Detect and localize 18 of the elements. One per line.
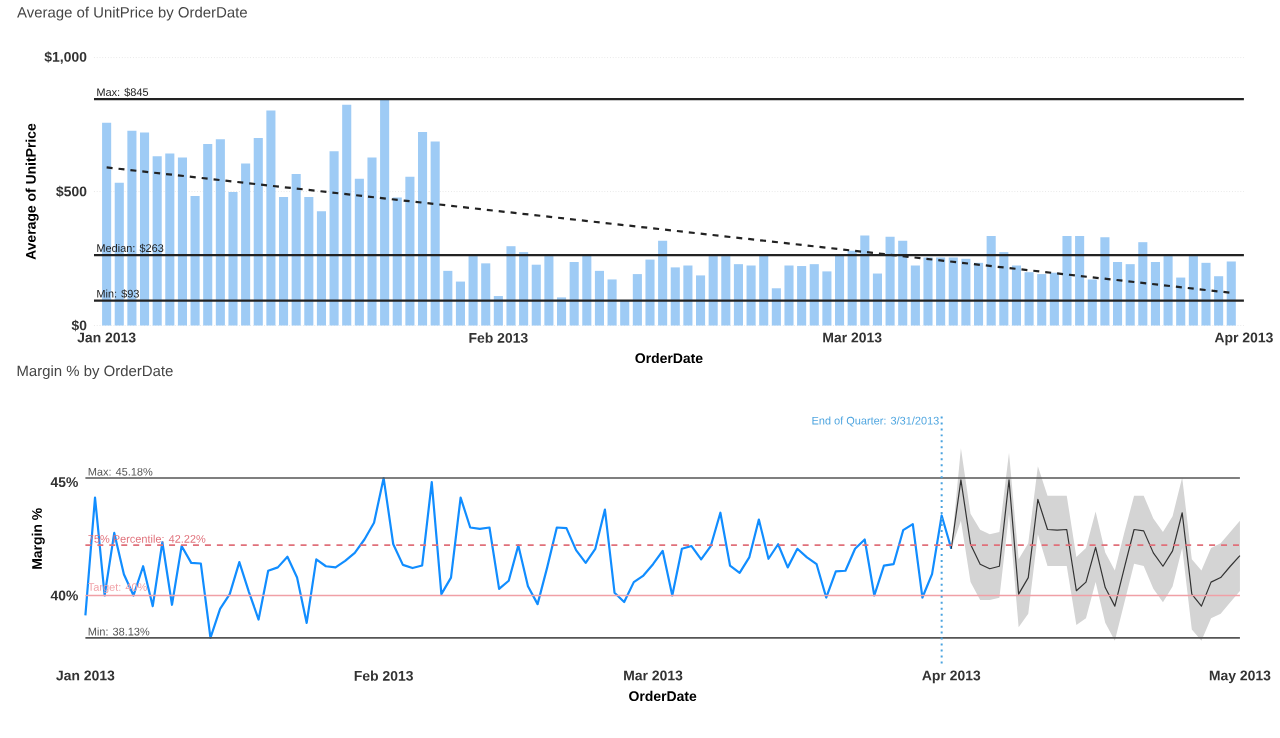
bar xyxy=(1112,262,1123,326)
line-series xyxy=(950,479,1241,607)
bar xyxy=(973,263,984,326)
bar xyxy=(733,264,743,326)
bar xyxy=(695,275,706,326)
bar xyxy=(872,273,882,326)
bar xyxy=(1011,265,1021,326)
line-series xyxy=(84,477,953,640)
bar xyxy=(556,297,567,326)
bar xyxy=(417,132,428,326)
bar xyxy=(594,271,604,326)
bar xyxy=(1150,262,1160,326)
bar xyxy=(834,255,845,326)
bar xyxy=(316,211,326,326)
bar xyxy=(177,157,187,326)
bar xyxy=(455,281,465,326)
bar xyxy=(278,197,289,326)
bar xyxy=(1226,261,1236,326)
